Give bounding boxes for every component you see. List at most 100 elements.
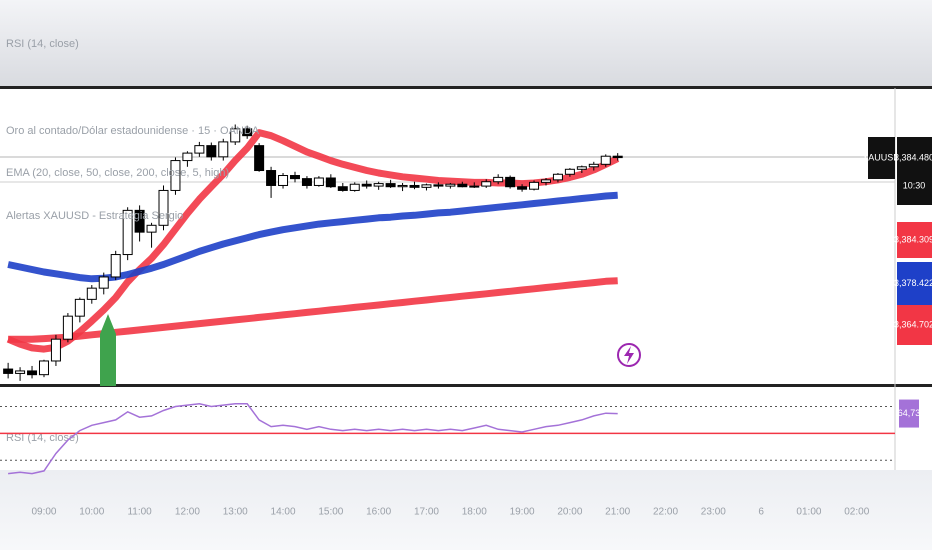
x-tick-label: 16:00 [366, 507, 391, 518]
x-tick-label: 19:00 [510, 507, 535, 518]
candle-body [337, 186, 348, 191]
candle-body [15, 370, 26, 374]
countdown: 10:30 [903, 180, 926, 190]
candle-body [98, 276, 109, 289]
x-tick-label: 6 [758, 507, 764, 518]
candle-body [313, 177, 324, 186]
main-pane [3, 124, 623, 381]
candle-body [278, 175, 289, 186]
candle-body [62, 315, 73, 340]
candle-body [457, 183, 468, 188]
ema-line [7, 191, 618, 283]
last-price-tag [897, 137, 932, 205]
x-tick-label: 12:00 [175, 507, 200, 518]
candle-body [122, 209, 133, 256]
rsi-line [8, 403, 618, 475]
candle-body [230, 128, 241, 143]
candle-body [529, 181, 540, 190]
candle-body [481, 181, 492, 187]
ema-line [6, 129, 620, 353]
x-tick-label: 10:00 [79, 507, 104, 518]
candle-body [588, 163, 599, 168]
candle-body [289, 175, 300, 180]
symbol-title: Oro al contado/Dólar estadounidense · 15… [6, 125, 260, 137]
price-tag-text: 3,364.702 [894, 319, 932, 329]
candle-body [74, 298, 85, 317]
pane-divider [0, 384, 932, 387]
price-tag [897, 222, 932, 258]
price-tag [897, 305, 932, 345]
candle-body [50, 338, 61, 362]
candle-body [110, 254, 121, 278]
candle-body [170, 160, 181, 191]
price-tag [897, 262, 932, 305]
symbol-tag [868, 137, 895, 179]
candle-body [158, 189, 169, 226]
candle-body [445, 183, 456, 187]
candle-body [612, 155, 623, 159]
candle-body [576, 166, 587, 170]
candle-body [206, 145, 217, 158]
indicator-label: Alertas XAUUSD - Estrategia Sergio [6, 210, 183, 222]
candle-body [361, 183, 372, 187]
candle-body [134, 209, 145, 233]
price-tag-text: 3,384.309 [894, 234, 932, 244]
candle-body [266, 170, 277, 186]
candle-body [505, 176, 516, 188]
candle-body [218, 141, 229, 158]
x-tick-label: 20:00 [557, 507, 582, 518]
candle-body [86, 287, 97, 300]
candle-body [600, 155, 611, 165]
candle-body [493, 176, 504, 183]
candle-body [254, 145, 265, 172]
candle-body [373, 183, 384, 187]
pane-divider [0, 86, 932, 89]
x-tick-label: 14:00 [271, 507, 296, 518]
x-tick-label: 09:00 [31, 507, 56, 518]
time-axis-area [0, 470, 932, 550]
candle-body [38, 360, 49, 376]
candle-body [146, 224, 157, 233]
candle-body [409, 184, 420, 188]
symbol-tag-text: XAUUSD [862, 152, 900, 162]
price-tag-text: 3,378.422 [894, 278, 932, 288]
buy-signal-arrow [100, 314, 116, 334]
candle-body [552, 173, 563, 181]
last-price-text: 3,384.480 [894, 152, 932, 162]
candle-body [433, 184, 444, 187]
top-pane [0, 0, 932, 86]
x-tick-label: 02:00 [844, 507, 869, 518]
candle-body [385, 183, 396, 188]
candle-body [469, 185, 480, 188]
candle-body [242, 128, 253, 137]
buy-signal [100, 334, 116, 386]
candle-body [421, 184, 432, 188]
indicator-label: EMA (20, close, 50, close, 200, close, 5… [6, 167, 229, 179]
candle-body [194, 145, 205, 154]
candle-body [3, 368, 14, 374]
alert-bolt [624, 346, 634, 364]
x-tick-label: 18:00 [462, 507, 487, 518]
pane-label: RSI (14, close) [6, 432, 79, 444]
candle-body [540, 179, 551, 183]
x-tick-label: 13:00 [223, 507, 248, 518]
x-tick-label: 15:00 [318, 507, 343, 518]
x-tick-label: 01:00 [796, 507, 821, 518]
candle-body [564, 168, 575, 175]
x-tick-label: 22:00 [653, 507, 678, 518]
candle-body [182, 152, 193, 162]
candle-body [27, 370, 38, 376]
candle-body [517, 186, 528, 190]
rsi-pane [0, 403, 895, 475]
rsi-tag-text: 64,73 [898, 408, 921, 418]
candle-body [349, 183, 360, 191]
candle-body [397, 184, 408, 188]
candle-body [301, 178, 312, 186]
candle-body [325, 177, 336, 188]
x-tick-label: 21:00 [605, 507, 630, 518]
pane-label: RSI (14, close) [6, 38, 79, 50]
x-tick-label: 23:00 [701, 507, 726, 518]
x-tick-label: 11:00 [127, 507, 152, 518]
